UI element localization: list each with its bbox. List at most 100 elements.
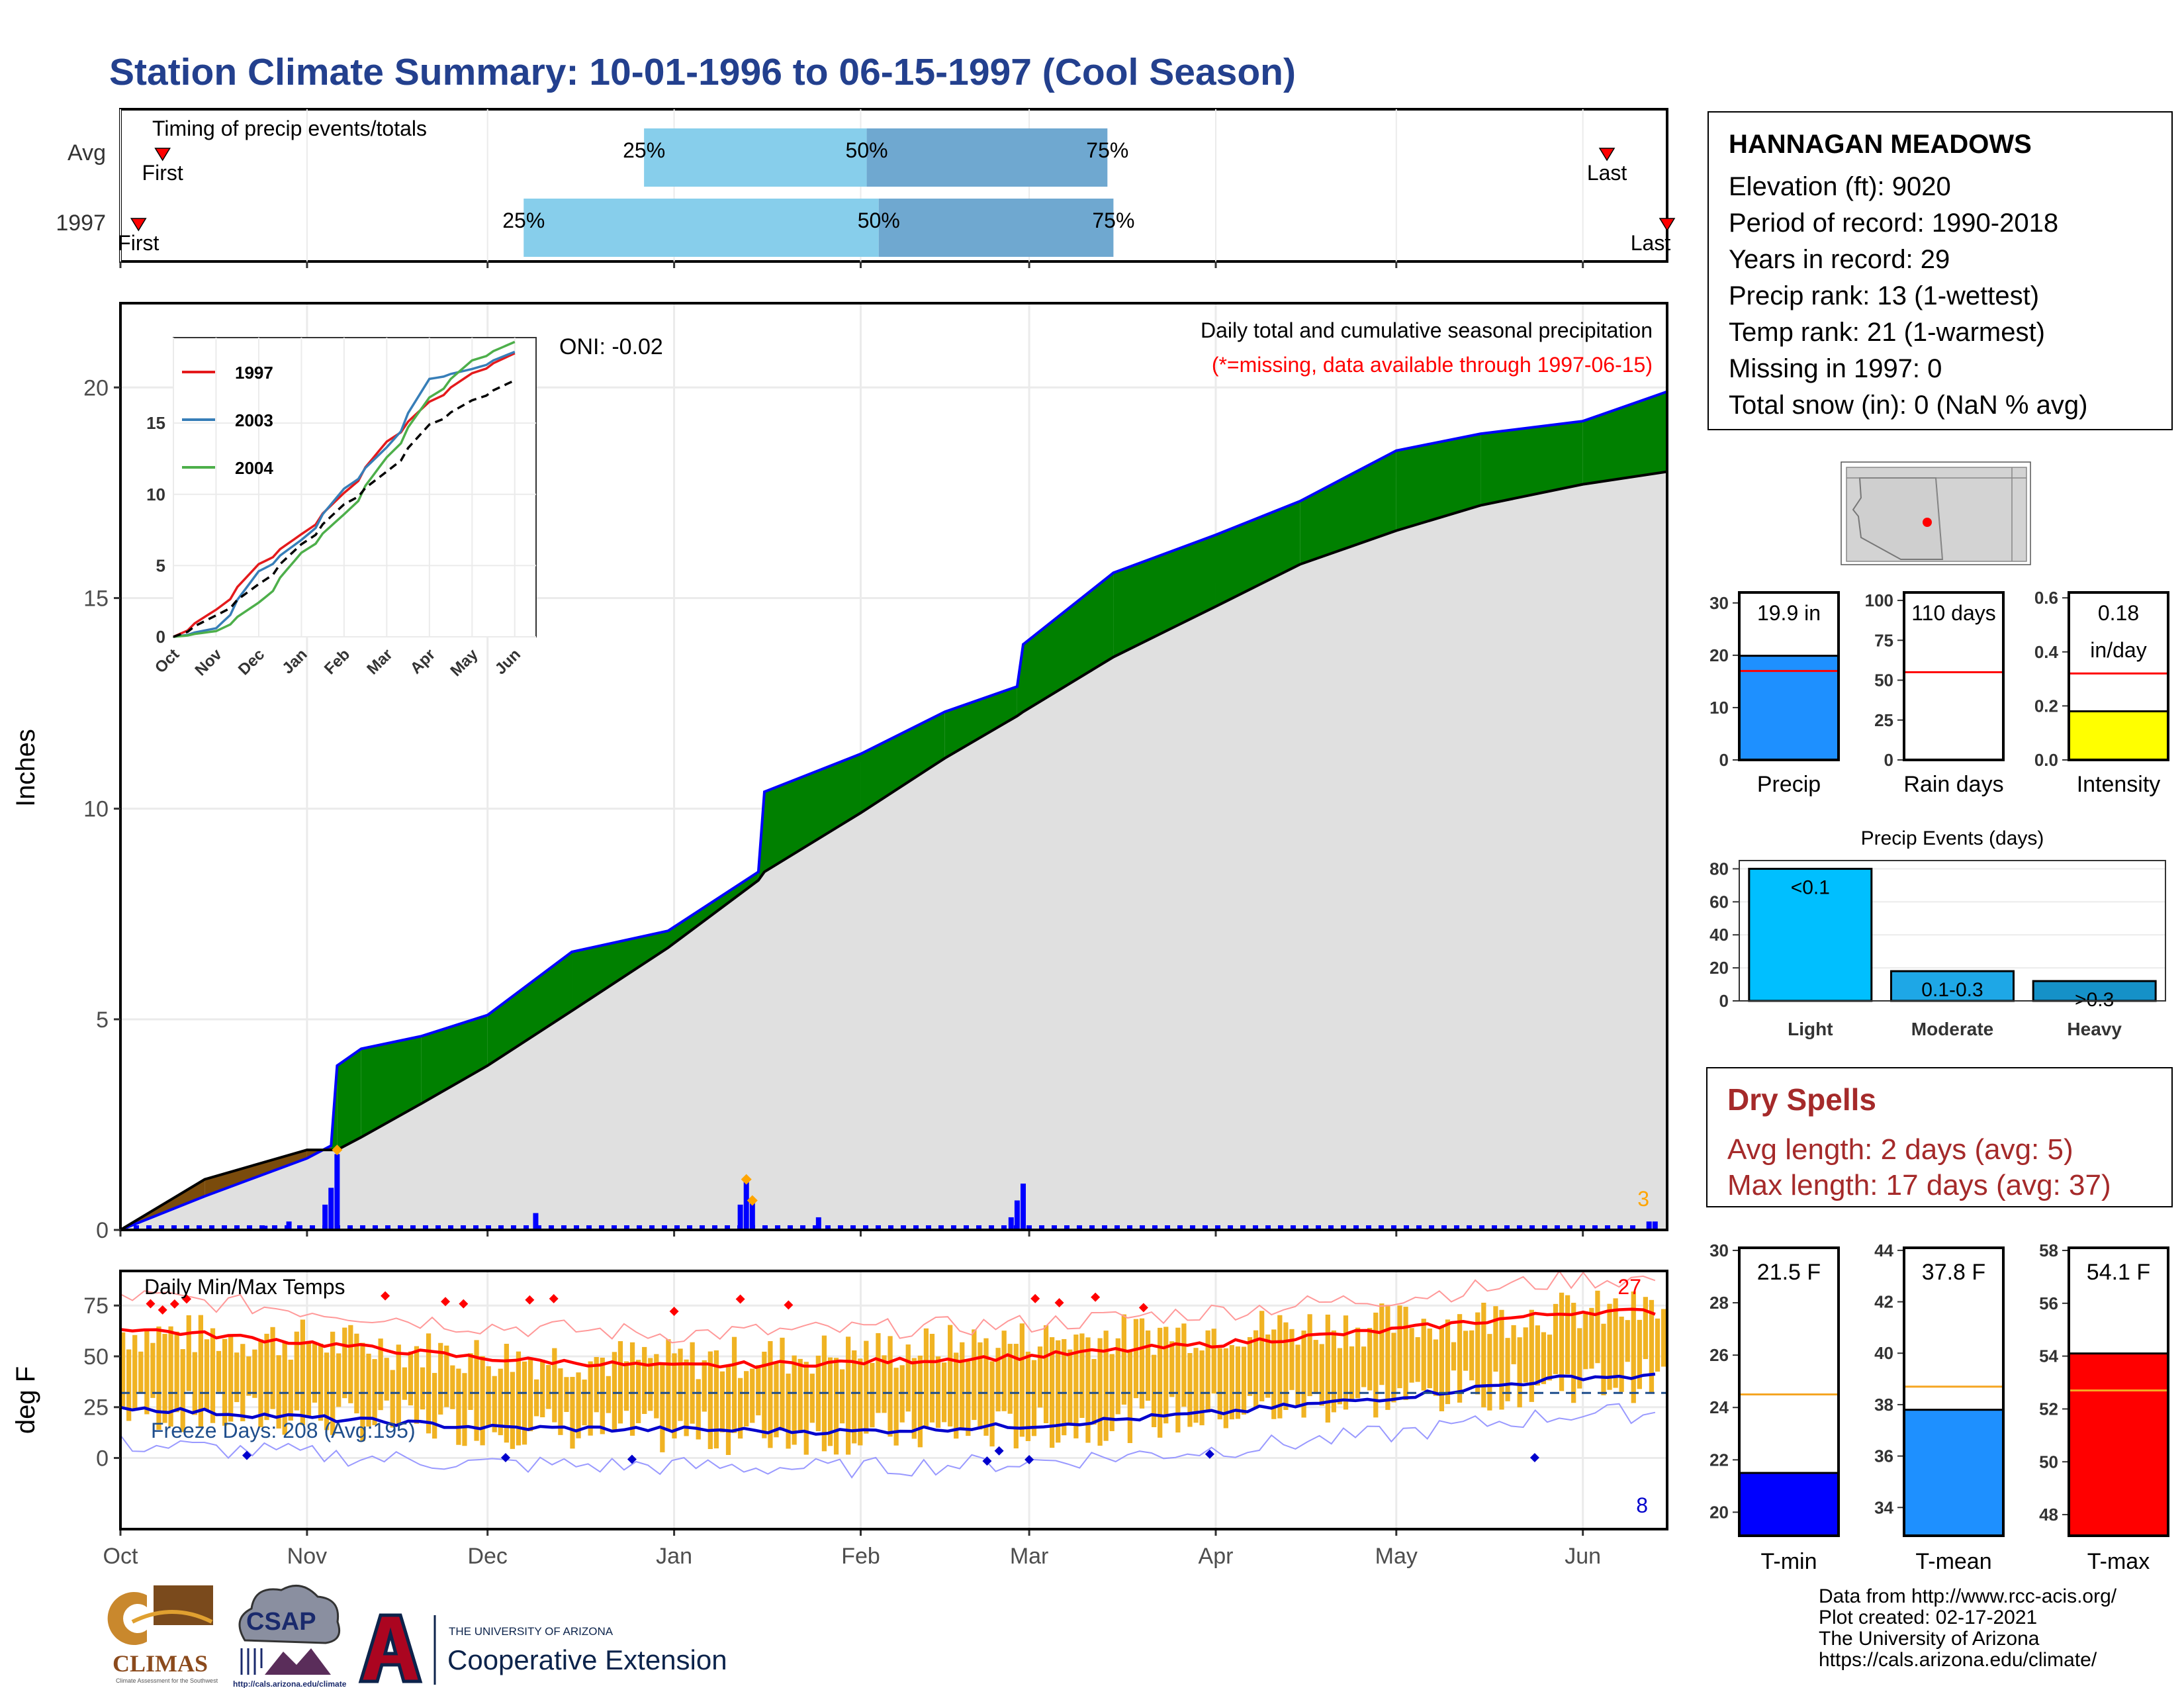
inset-y-tick-label: 15 [146,413,165,433]
daily-temp-range-bar [1649,1299,1655,1394]
mini-bar-value [2068,710,2169,761]
temp-summary-tick-label: 22 [1709,1450,1729,1470]
precip-y-axis: 0 5 10 15 20 [83,375,120,1243]
daily-precip-trace [637,1225,642,1230]
daily-precip-bar [322,1204,328,1230]
precip-panel: 0 5 10 15 20 Inches ONI: -0.02 Daily total a… [11,302,1668,1243]
daily-precip-trace [134,1225,139,1230]
daily-temp-range-bar [1451,1342,1457,1371]
daily-temp-range-bar [1625,1320,1630,1362]
daily-precip-trace [964,1225,969,1230]
avg-min-temp-line [120,1372,1656,1436]
daily-precip-trace [775,1225,780,1230]
daily-temp-range-bar [1559,1292,1565,1391]
inset-series-lines [173,340,516,638]
daily-precip-trace [1416,1225,1422,1230]
daily-precip-trace [1404,1225,1409,1230]
daily-temp-range-bar [1373,1312,1379,1418]
csap-logo: CSAP http://cals.arizona.edu/climate [233,1585,347,1688]
daily-temp-range-bar [480,1356,485,1446]
daily-temp-range-bar [725,1366,731,1455]
temp-panel-frame [119,1270,1668,1530]
daily-temp-range-bar [1277,1315,1283,1419]
events-y-tick-label: 20 [1709,958,1729,978]
daily-temp-range-bar [1613,1298,1618,1388]
timing-q75-label: 75% [1086,138,1128,162]
daily-temp-range-bar [162,1334,167,1423]
daily-temp-range-bar [1541,1332,1547,1384]
daily-temp-range-bar [1487,1334,1492,1411]
daily-temp-range-bar [833,1358,839,1455]
daily-temp-range-bar [527,1358,533,1432]
daily-precip-trace [1177,1225,1183,1230]
daily-temp-range-bar [396,1344,401,1425]
daily-temp-range-bar [342,1327,347,1399]
daily-precip-trace [498,1225,504,1230]
inset-legend: 1997 2003 2004 [182,363,273,478]
record-high-marker [459,1299,469,1309]
daily-temp-range-bar [1331,1330,1336,1413]
timing-panel: 25% 50% 75% First Last 25% 50% 75% First Last Tim… [56,108,1676,268]
temp-summary-tick-label: 20 [1709,1502,1729,1522]
temp-summary-frame [1738,1246,1840,1537]
daily-precip-trace [1240,1225,1246,1230]
daily-temp-range-bar [1283,1322,1289,1410]
above-average-area [668,872,758,948]
daily-temp-range-bar [654,1354,659,1419]
month-label-mar: Mar [1010,1544,1049,1569]
daily-temp-range-bar [420,1367,426,1410]
daily-temp-range-bar [1637,1319,1642,1389]
temp-summary-tick-label: 40 [1874,1343,1893,1363]
mini-bar-tick-label: 75 [1874,630,1893,650]
record-low-marker [994,1446,1004,1456]
daily-temp-range-bar [492,1376,497,1432]
daily-temp-range-bar [1433,1339,1438,1396]
avg-max-temp-line [120,1307,1656,1370]
daily-precip-trace [159,1225,164,1230]
daily-temp-range-bar [636,1360,641,1423]
daily-temp-range-bar [666,1339,671,1431]
daily-temp-range-bar [1313,1340,1318,1394]
daily-precip-trace [285,1225,290,1230]
daily-precip-trace [687,1225,692,1230]
daily-temp-range-bar [1097,1338,1103,1446]
daily-precip-trace [1341,1225,1346,1230]
daily-precip-trace [1529,1225,1535,1230]
daily-precip-trace [1391,1225,1396,1230]
mini-bar-intensity: 0.0 0.2 0.4 0.6 0.18 in/day Intensity [2034,588,2169,797]
ua-block-a [358,1613,423,1683]
temp-summary-tick-label: 44 [1874,1241,1893,1260]
daily-precip-trace [737,1225,743,1230]
events-bar-heavy [2032,980,2157,1002]
daily-temp-range-bar [887,1336,893,1437]
daily-precip-trace [951,1225,956,1230]
daily-precip-trace [1052,1225,1057,1230]
daily-temp-range-bar [929,1333,935,1423]
daily-temp-range-bar [678,1348,683,1421]
daily-temp-range-bar [1121,1314,1126,1405]
daily-temp-range-bar [1229,1345,1235,1420]
daily-temp-range-bar [402,1367,407,1400]
daily-temp-range-bar [474,1340,479,1441]
daily-temp-range-bar [414,1346,420,1424]
daily-precip-trace [448,1225,453,1230]
above-average-area [487,952,572,1066]
daily-temp-range-bar [941,1362,947,1423]
daily-temp-range-bar [1481,1302,1486,1408]
daily-temp-range-bar [954,1352,959,1439]
daily-precip-trace [838,1225,843,1230]
daily-precip-trace [423,1225,428,1230]
daily-temp-range-bar [660,1362,665,1452]
temp-summary-tick-label: 52 [2039,1399,2058,1419]
daily-temp-range-bar [126,1349,132,1421]
temp-summary-t-max: 48 50 52 54 56 58 54.1 F T-max [2039,1241,2169,1574]
daily-temp-range-bar [1361,1346,1367,1387]
daily-precip-trace [612,1225,617,1230]
record-high-marker [1030,1293,1040,1303]
mini-bar-tick-label: 100 [1865,590,1893,610]
freeze-days-label: Freeze Days: 208 (Avg:195) [151,1419,416,1442]
daily-temp-range-bar [1253,1330,1259,1409]
daily-temp-range-bar [1187,1353,1193,1427]
daily-precip-trace [347,1225,353,1230]
daily-precip-trace [1429,1225,1434,1230]
